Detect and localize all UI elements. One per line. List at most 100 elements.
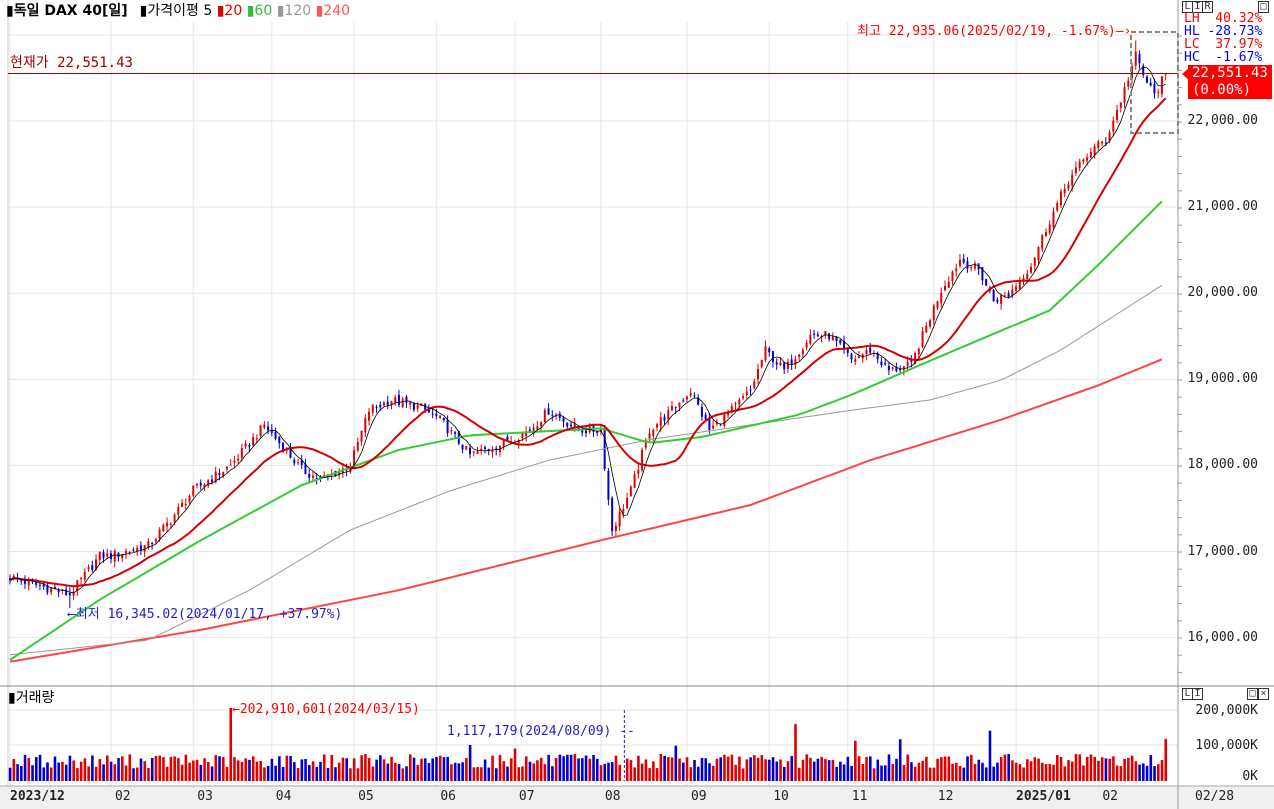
candle-down	[528, 429, 531, 432]
candle-down	[57, 590, 60, 593]
volume-bar	[644, 759, 648, 781]
volume-bar	[592, 754, 595, 781]
candle-up	[285, 449, 288, 451]
volume-bar	[1070, 761, 1074, 781]
volume-bar	[599, 765, 603, 781]
candle-down	[461, 444, 464, 450]
volume-bar	[984, 767, 988, 781]
candle-down	[558, 413, 561, 418]
volume-bar	[491, 755, 494, 781]
candle-up	[166, 522, 169, 527]
ma240-legend[interactable]: ▮240	[315, 3, 351, 19]
volume-bar	[936, 758, 939, 781]
volume-bar	[180, 764, 184, 781]
volume-bar	[509, 758, 513, 781]
volume-bar	[1056, 755, 1059, 781]
candle-up	[906, 362, 909, 366]
volume-bar	[438, 755, 442, 781]
volume-bar	[1059, 756, 1063, 781]
volume-bar	[667, 757, 670, 781]
candle-up	[1044, 232, 1047, 237]
volume-bar	[94, 766, 98, 781]
candle-up	[798, 354, 801, 358]
x-axis-label: 08	[604, 789, 621, 804]
volume-axis-label: 0K	[1242, 769, 1258, 784]
volume-maximize-icon[interactable]: □	[1247, 688, 1258, 700]
volume-bar	[390, 756, 393, 781]
candle-up	[255, 438, 258, 440]
volume-bar	[147, 767, 150, 781]
candle-up	[958, 259, 961, 266]
volume-bar	[854, 740, 857, 781]
maximize-icon[interactable]: □	[1258, 1, 1269, 13]
candle-down	[300, 460, 303, 466]
volume-bar	[704, 758, 708, 781]
volume-button-i[interactable]: I	[1192, 688, 1203, 700]
candle-down	[708, 417, 711, 431]
candle-down	[607, 470, 610, 500]
volume-bar	[842, 764, 846, 781]
volume-bar	[835, 766, 838, 781]
volume-bar	[816, 758, 820, 781]
x-axis-label: 12	[937, 789, 954, 804]
volume-bar	[364, 754, 367, 781]
candle-down	[431, 413, 434, 415]
volume-bar	[771, 757, 775, 781]
panel-button-r[interactable]: R	[1202, 1, 1213, 13]
candle-down	[682, 400, 685, 402]
volume-bar	[943, 756, 947, 781]
volume-bar	[121, 756, 124, 781]
volume-bar	[91, 755, 94, 781]
ma20-legend[interactable]: ▮20	[216, 3, 243, 19]
candle-up	[532, 427, 535, 434]
volume-bar	[12, 758, 16, 781]
volume-bar	[581, 758, 584, 781]
volume-bar	[304, 759, 307, 781]
volume-bar	[951, 763, 954, 781]
volume-bar	[1130, 755, 1134, 781]
ma60-legend[interactable]: ▮60	[246, 3, 273, 19]
candle-down	[435, 413, 438, 417]
candle-up	[252, 437, 255, 446]
volume-bar	[1063, 766, 1067, 781]
volume-bar	[824, 759, 827, 781]
candle-down	[139, 545, 142, 552]
candle-up	[865, 349, 868, 355]
candle-down	[985, 279, 988, 286]
candle-up	[1063, 188, 1066, 194]
volume-bar	[132, 768, 135, 781]
candles	[9, 40, 1167, 608]
ma240-label: 240	[323, 3, 351, 19]
ma240-line	[9, 358, 1163, 663]
ma120-legend[interactable]: ▮120	[276, 3, 312, 19]
volume-bar	[517, 767, 521, 781]
ma20-label: 20	[224, 3, 243, 19]
candle-down	[771, 351, 774, 363]
candle-up	[383, 402, 385, 406]
candle-up	[917, 348, 920, 355]
candle-down	[813, 333, 816, 335]
candle-down	[768, 348, 771, 353]
candle-up	[573, 423, 576, 427]
volume-bar	[513, 748, 517, 781]
volume-bar	[973, 764, 977, 781]
volume-bar	[711, 765, 715, 781]
volume-bar	[1100, 757, 1104, 781]
candle-down	[1007, 293, 1010, 298]
candle-up	[207, 480, 210, 486]
candle-down	[839, 339, 842, 344]
volume-bar	[1119, 766, 1123, 781]
y-axis-label: 21,000.00	[1187, 199, 1258, 215]
volume-bar	[386, 763, 390, 781]
volume-bar	[551, 766, 554, 781]
x-axis-label: 11	[851, 789, 868, 804]
volume-close-icon[interactable]: ×	[1258, 688, 1269, 700]
candle-down	[386, 401, 389, 407]
candle-down	[596, 431, 599, 434]
x-axis-label: 03	[197, 789, 213, 804]
volume-title-text: 거래량	[15, 690, 55, 706]
candle-down	[869, 347, 872, 353]
candle-down	[379, 404, 382, 408]
volume-bar	[652, 761, 655, 781]
volume-bar	[139, 758, 143, 781]
